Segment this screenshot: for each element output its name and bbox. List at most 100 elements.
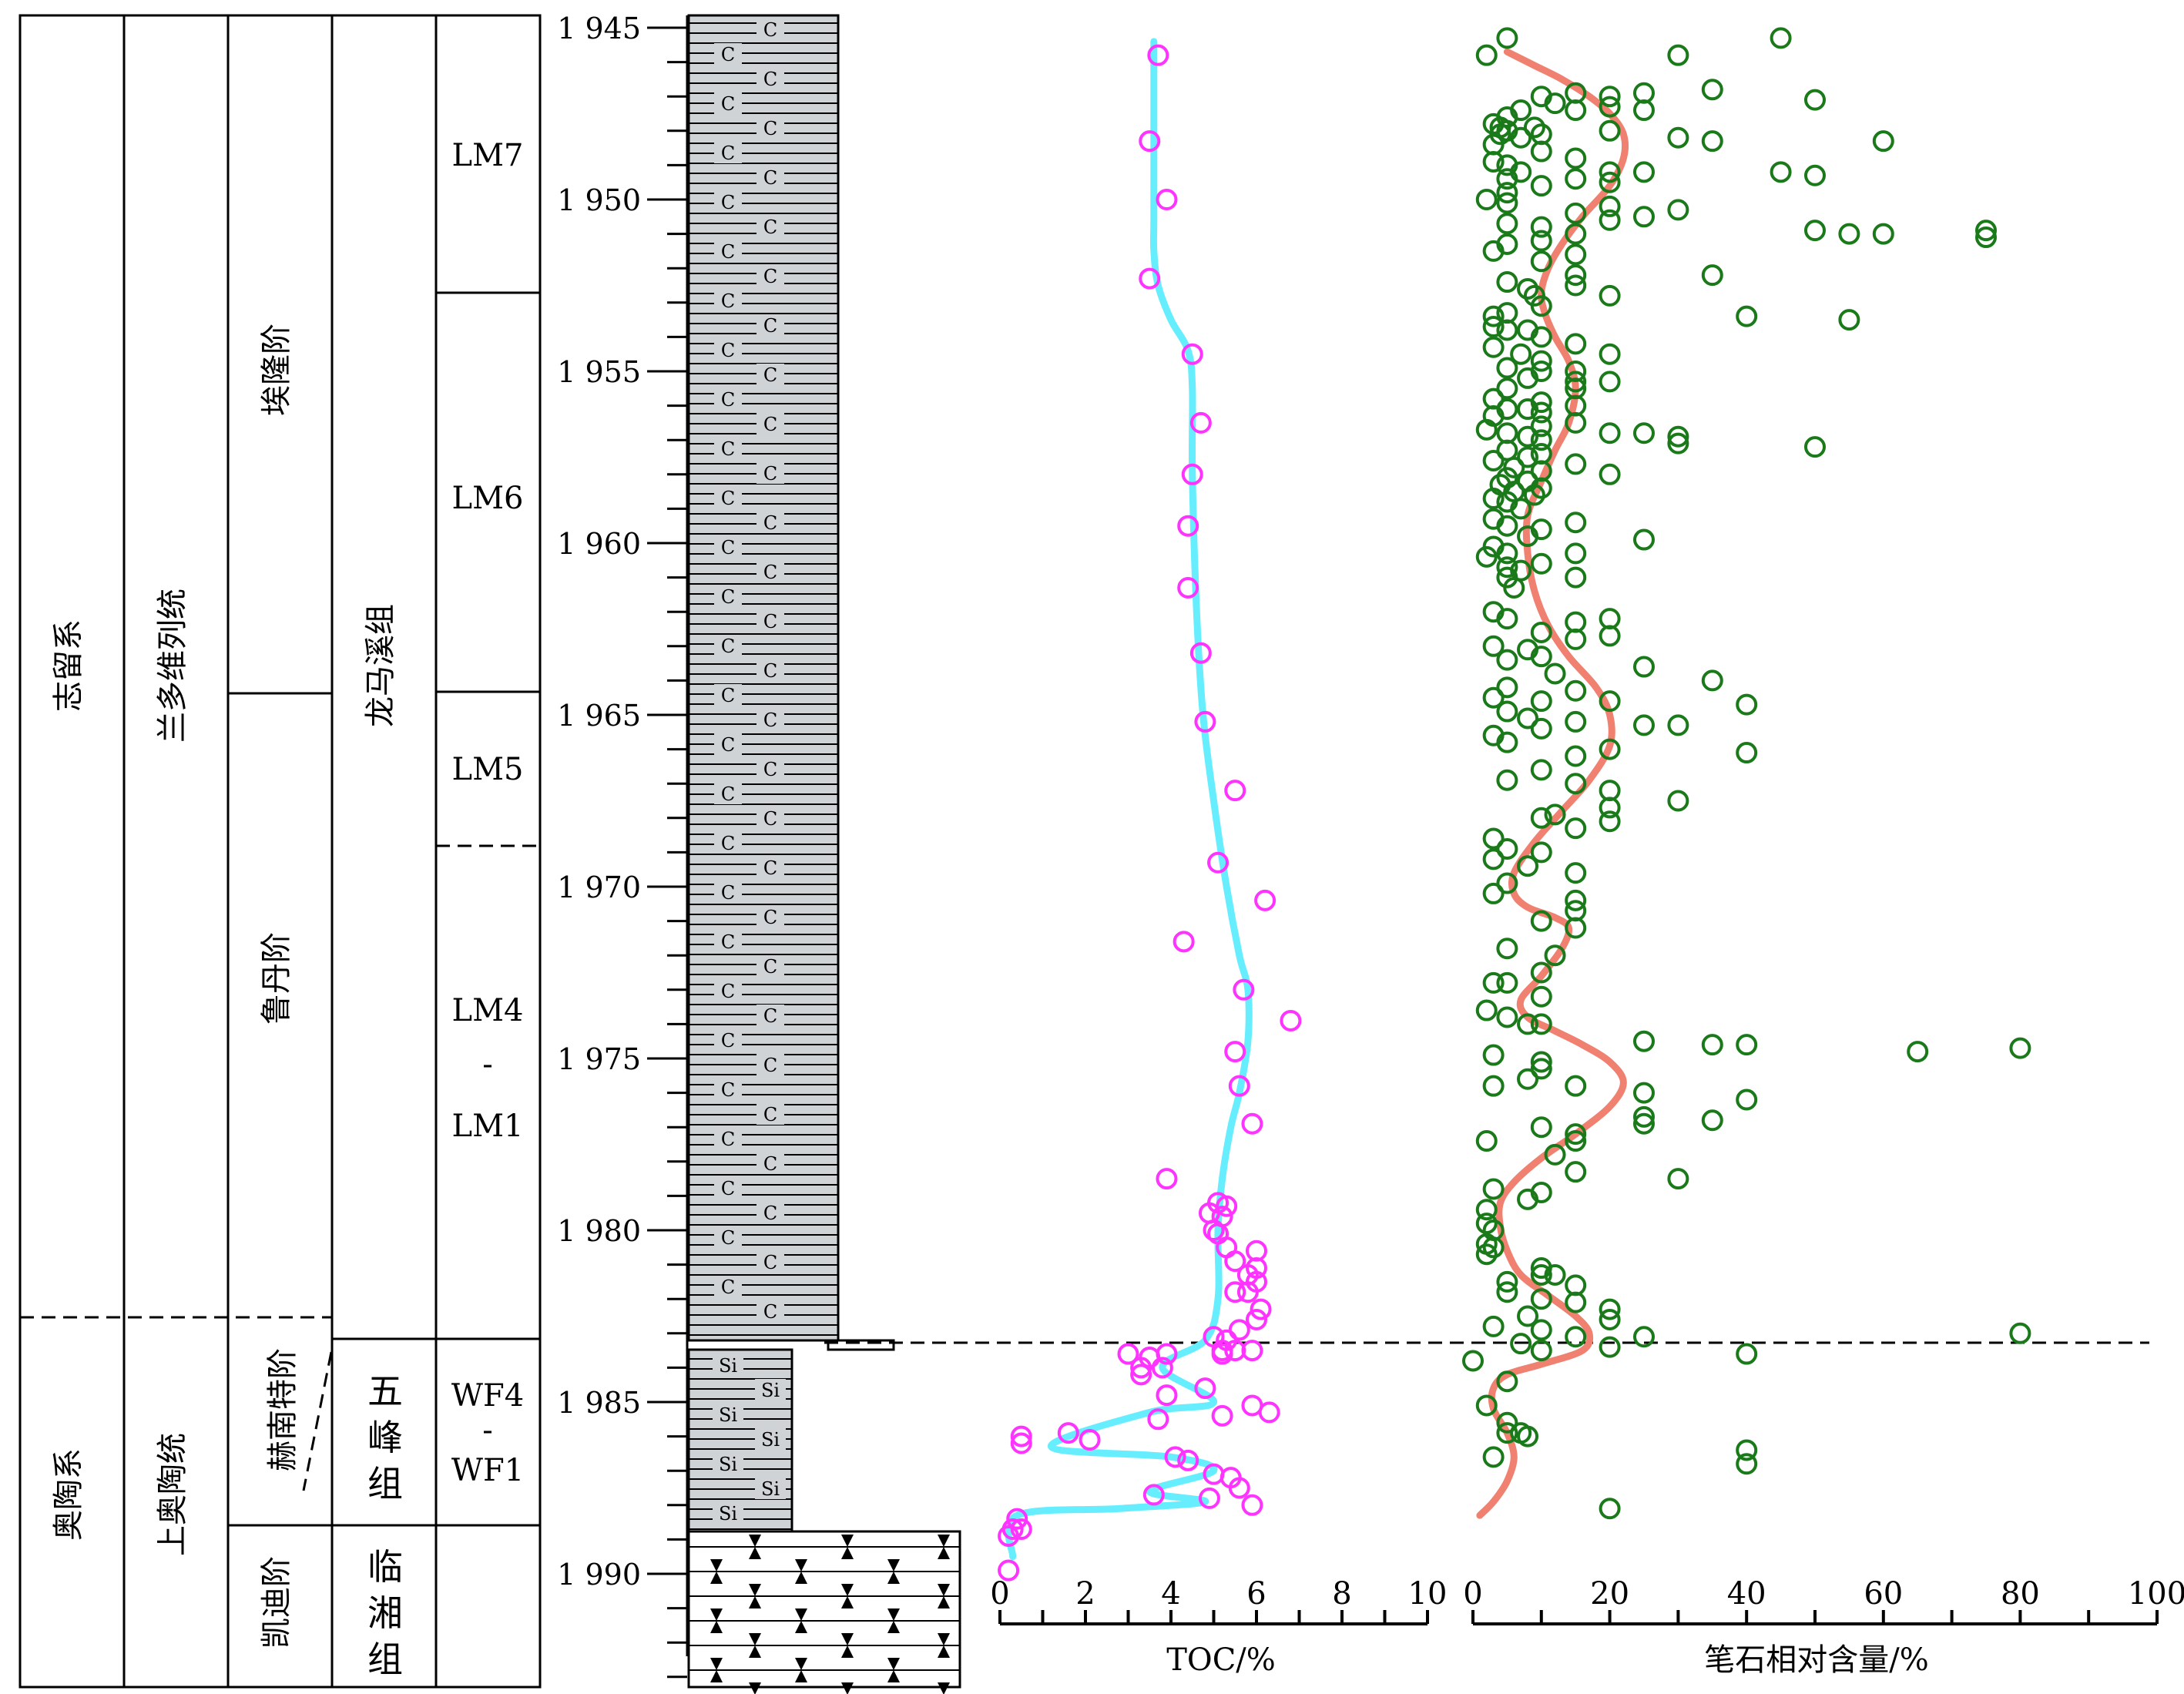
- graptolite-point: [1530, 140, 1552, 163]
- toc-point: [998, 1525, 1020, 1547]
- graptolite-point: [1565, 817, 1587, 840]
- toc-point: [1164, 1446, 1186, 1468]
- graptolite-point: [1530, 401, 1552, 424]
- graptolite-point: [1517, 398, 1539, 421]
- graptolite-point: [1496, 1422, 1518, 1444]
- toc-point: [1228, 1319, 1250, 1341]
- toc-point: [1241, 1112, 1263, 1135]
- carbonaceous-symbol: C: [763, 463, 777, 485]
- graptolite-point: [1736, 742, 1758, 764]
- carbonaceous-symbol: C: [763, 512, 777, 534]
- lithology-symbol-bg: [714, 881, 742, 903]
- lithology-symbol-bg: [714, 1226, 742, 1248]
- carbonaceous-symbol: C: [721, 537, 735, 559]
- graptolite-point: [1701, 130, 1723, 153]
- carbonaceous-symbol: C: [763, 414, 777, 435]
- limestone-nodule: [887, 1658, 900, 1682]
- toc-point: [1207, 851, 1230, 874]
- graptolite-point: [1482, 1315, 1505, 1337]
- graptolite-point: [1482, 240, 1505, 262]
- graptolite-point: [1565, 745, 1587, 767]
- carbonaceous-symbol: C: [721, 143, 735, 164]
- graptolite-point: [1565, 453, 1587, 475]
- toc-point: [1130, 1357, 1152, 1379]
- graptolite-point: [1496, 837, 1518, 860]
- toc-point: [1151, 1357, 1173, 1379]
- graptolite-point: [1475, 999, 1498, 1021]
- carbonaceous-symbol: C: [763, 1203, 777, 1224]
- graptolite-point: [1482, 635, 1505, 657]
- graptolite-point: [1565, 1130, 1587, 1152]
- graptolite-point: [1530, 807, 1552, 829]
- graptolite-point: [1530, 717, 1552, 740]
- lithology-symbol-bg: [714, 980, 742, 1001]
- graptolite-point: [1530, 621, 1552, 643]
- carbonaceous-symbol: C: [721, 290, 735, 312]
- toc-point: [1177, 576, 1199, 599]
- graptolite-point: [1530, 1263, 1552, 1286]
- lithology-symbol-bg: [757, 561, 784, 582]
- graptolite-point: [1599, 1336, 1621, 1358]
- carbonaceous-symbol: C: [763, 1252, 777, 1273]
- carbonaceous-symbol: C: [721, 981, 735, 1002]
- graptolite-x-axis-label: 笔石相对含量/%: [1704, 1642, 1928, 1678]
- graptolite-point: [1565, 542, 1587, 565]
- label-zone-lm5: LM5: [452, 752, 524, 787]
- lithology-symbol-bg: [714, 388, 742, 410]
- depth-tick-label: 1 950: [557, 183, 641, 217]
- toc-point: [1246, 1308, 1267, 1330]
- siliceous-symbol: Si: [761, 1380, 780, 1401]
- graptolite-point: [1482, 686, 1505, 709]
- graptolite-point: [1517, 1188, 1539, 1210]
- graptolite-point: [1530, 910, 1552, 932]
- graptolite-point: [1565, 679, 1587, 702]
- graptolite-point: [1565, 889, 1587, 911]
- graptolite-point: [1544, 663, 1566, 685]
- graptolite-point: [1667, 425, 1689, 448]
- graptolite-point: [1633, 1112, 1655, 1135]
- graptolite-trend-group: [1476, 48, 1629, 1519]
- graptolite-point: [1565, 333, 1587, 355]
- graptolite-point: [1544, 92, 1566, 115]
- lithology-symbol-bg: [757, 1054, 784, 1075]
- limestone-nodule: [795, 1658, 807, 1682]
- lithology-symbol-bg: [713, 1404, 743, 1425]
- label-zone-lm4: LM4: [452, 993, 524, 1028]
- graptolite-point: [1599, 1308, 1621, 1330]
- label-system-silurian: 志留系: [51, 619, 86, 712]
- toc-point: [1010, 1425, 1032, 1447]
- graptolite-point: [1482, 971, 1505, 994]
- graptolite-point: [1517, 1305, 1539, 1327]
- graptolite-point: [1599, 171, 1621, 193]
- graptolite-point: [1517, 367, 1539, 389]
- lithology-symbol-bg: [757, 1103, 784, 1125]
- carbonaceous-symbol: C: [721, 586, 735, 608]
- graptolite-point: [1565, 202, 1587, 224]
- lithology-symbol-bg: [757, 906, 784, 928]
- graptolite-point: [1633, 206, 1655, 228]
- graptolite-point: [1667, 199, 1689, 221]
- label-zone-lm1: LM1: [452, 1109, 524, 1144]
- carbonaceous-symbol: C: [763, 956, 777, 978]
- graptolite-point: [1530, 985, 1552, 1008]
- toc-trend-group: [1005, 38, 1253, 1561]
- graptolite-point: [1599, 86, 1621, 108]
- graptolite-point: [1482, 1075, 1505, 1097]
- graptolite-point: [1482, 1446, 1505, 1468]
- depth-tick-label: 1 945: [557, 12, 641, 45]
- graptolite-point: [1530, 1058, 1552, 1080]
- depth-tick-label: 1 970: [557, 870, 641, 904]
- limestone-nodule: [749, 1682, 761, 1694]
- label-formation-wufeng-char: 组: [367, 1463, 403, 1504]
- graptolite-point: [1496, 192, 1518, 214]
- toc-tick-label: 4: [1161, 1576, 1180, 1612]
- graptolite-point: [1565, 773, 1587, 795]
- carbonaceous-symbol: C: [721, 438, 735, 460]
- graptolite-point: [1565, 628, 1587, 650]
- label-stage-hirnantian: 赫南特阶: [265, 1348, 300, 1471]
- graptolite-point: [1599, 209, 1621, 231]
- toc-point: [1228, 1477, 1250, 1499]
- toc-point: [1236, 1281, 1259, 1303]
- graptolite-point: [1530, 690, 1552, 713]
- toc-point: [1156, 189, 1178, 210]
